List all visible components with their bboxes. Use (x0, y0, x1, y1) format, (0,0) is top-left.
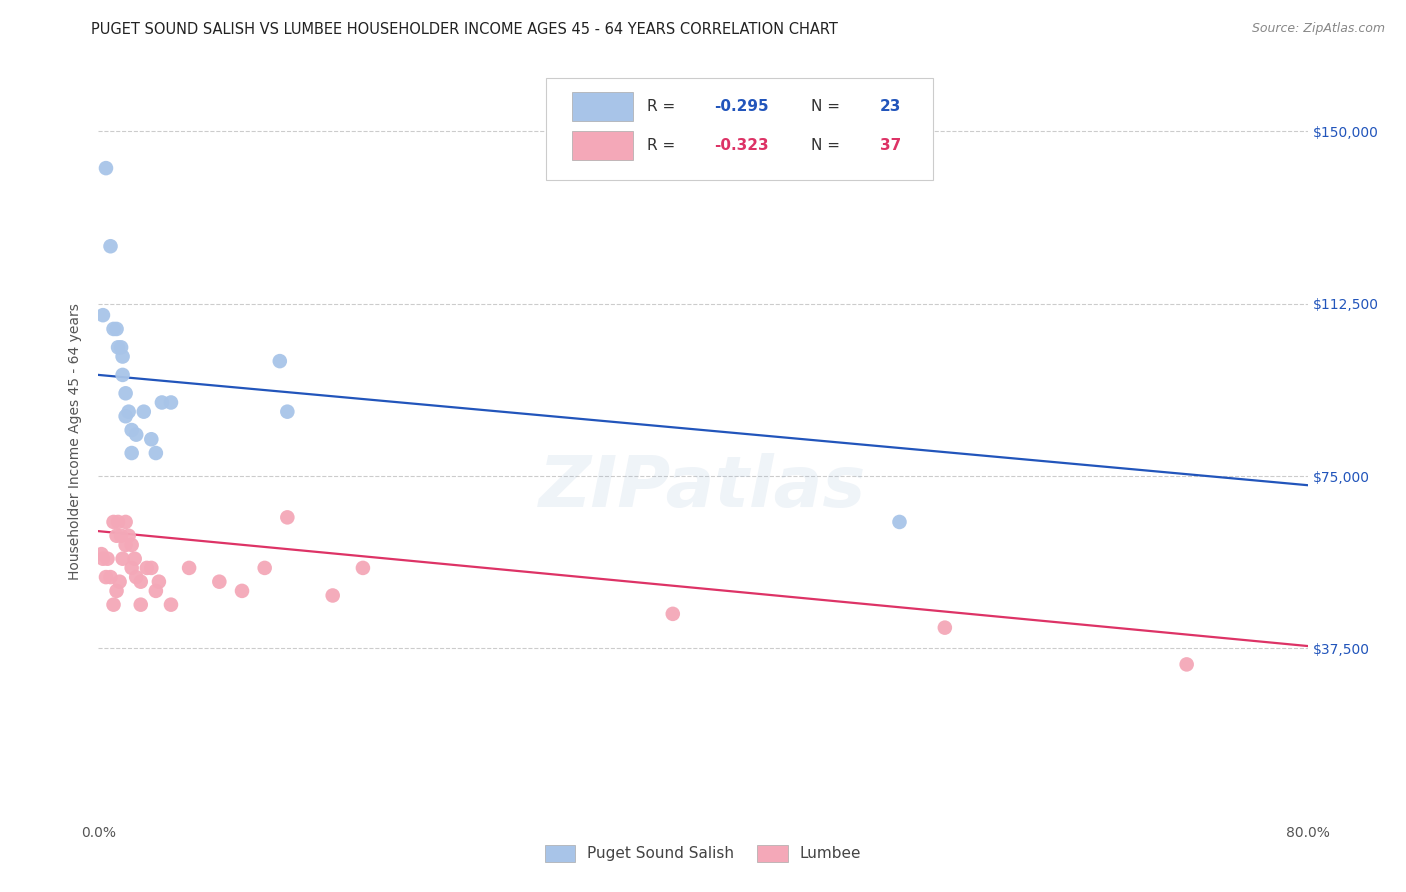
Text: PUGET SOUND SALISH VS LUMBEE HOUSEHOLDER INCOME AGES 45 - 64 YEARS CORRELATION C: PUGET SOUND SALISH VS LUMBEE HOUSEHOLDER… (91, 22, 838, 37)
Point (100, 570, 122, 584)
Point (1175, 657, 1198, 672)
Point (103, 515, 125, 529)
Point (276, 510, 298, 524)
Text: N =: N = (811, 99, 845, 114)
Point (160, 598, 183, 612)
Point (111, 368, 134, 382)
Point (91, 308, 114, 322)
FancyBboxPatch shape (546, 78, 932, 180)
Point (276, 405, 298, 419)
Point (118, 405, 141, 419)
Point (141, 432, 163, 446)
Point (661, 607, 683, 621)
Point (145, 446, 167, 460)
FancyBboxPatch shape (572, 131, 633, 161)
Point (322, 589, 344, 603)
Point (121, 538, 143, 552)
Text: 37: 37 (880, 138, 901, 153)
Point (108, 574, 131, 589)
Point (132, 405, 155, 419)
Text: R =: R = (647, 99, 681, 114)
Point (114, 386, 136, 401)
Point (107, 340, 129, 354)
Text: Source: ZipAtlas.com: Source: ZipAtlas.com (1251, 22, 1385, 36)
Point (129, 598, 152, 612)
Point (231, 583, 253, 598)
Point (179, 561, 201, 575)
Point (94, 161, 117, 175)
Point (160, 395, 183, 409)
Legend: Puget Sound Salish, Lumbee: Puget Sound Salish, Lumbee (537, 837, 869, 870)
Text: 23: 23 (880, 99, 901, 114)
Point (135, 561, 157, 575)
Point (105, 529, 128, 543)
Point (111, 551, 134, 566)
Text: R =: R = (647, 138, 681, 153)
Point (110, 529, 132, 543)
Point (208, 574, 231, 589)
Point (125, 570, 148, 584)
Text: ZIPatlas: ZIPatlas (540, 452, 866, 522)
Point (91, 551, 114, 566)
Point (121, 423, 143, 437)
Point (103, 322, 125, 336)
Point (100, 239, 122, 253)
Text: N =: N = (811, 138, 845, 153)
Point (129, 574, 152, 589)
Point (103, 598, 125, 612)
Point (105, 322, 128, 336)
Point (121, 561, 143, 575)
Point (96, 551, 118, 566)
Point (118, 529, 141, 543)
Y-axis label: Householder Income Ages 45 - 64 years: Householder Income Ages 45 - 64 years (69, 303, 83, 580)
Point (145, 583, 167, 598)
Point (141, 561, 163, 575)
Point (107, 515, 129, 529)
FancyBboxPatch shape (572, 92, 633, 120)
Point (124, 551, 146, 566)
Point (125, 427, 148, 442)
Point (110, 340, 132, 354)
Point (148, 574, 170, 589)
Point (253, 561, 276, 575)
Point (889, 515, 911, 529)
Text: -0.295: -0.295 (714, 99, 769, 114)
Point (934, 621, 956, 635)
Point (150, 395, 173, 409)
Point (121, 446, 143, 460)
Point (352, 561, 374, 575)
Point (114, 409, 136, 424)
Point (114, 538, 136, 552)
Point (90, 547, 112, 561)
Point (114, 515, 136, 529)
Point (111, 350, 134, 364)
Point (269, 354, 291, 368)
Text: -0.323: -0.323 (714, 138, 769, 153)
Point (94, 570, 117, 584)
Point (105, 583, 128, 598)
